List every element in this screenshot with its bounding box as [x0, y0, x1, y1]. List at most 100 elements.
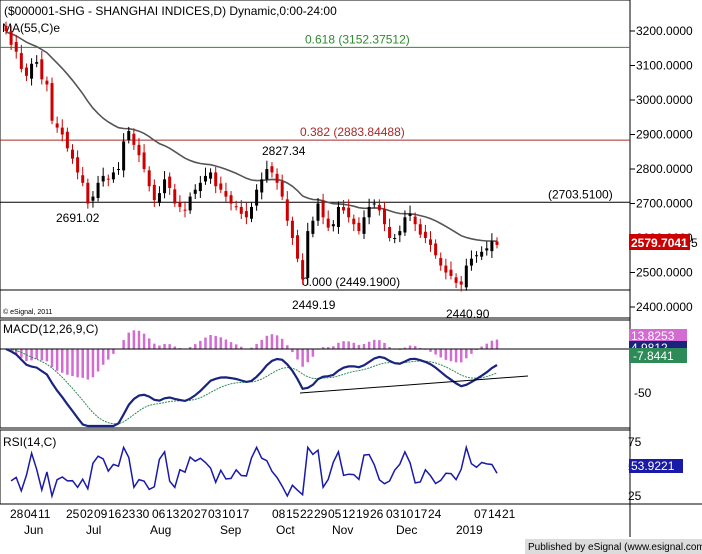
- x-day-label: 28: [10, 507, 24, 521]
- candle-body: [459, 281, 463, 285]
- ma-label: MA(55,C)e: [2, 21, 60, 35]
- candle-body: [485, 248, 489, 251]
- candle-body: [60, 127, 64, 135]
- fib-label: 0.000 (2449.1900): [302, 275, 400, 289]
- annotation-low-oct: 2449.19: [292, 298, 336, 312]
- candle-body: [219, 183, 223, 190]
- price-tick-label: 2400.0000: [636, 300, 693, 314]
- price-tick-label: 2900.0000: [636, 128, 693, 142]
- candle-body: [464, 265, 468, 288]
- candle-body: [382, 209, 386, 225]
- candle-body: [347, 207, 351, 218]
- x-day-label: 17: [236, 507, 250, 521]
- candle-body: [14, 42, 18, 52]
- candle-body: [372, 203, 376, 205]
- macd-top-tag-value: 13.8253: [631, 329, 675, 343]
- candle-body: [101, 175, 105, 182]
- candle-body: [270, 166, 274, 173]
- annotation-high: 2827.34: [262, 144, 306, 158]
- x-day-label: 10: [222, 507, 236, 521]
- candle-body: [444, 265, 448, 273]
- macd-tick-neg50: -50: [634, 386, 652, 400]
- candle-body: [117, 169, 121, 170]
- candle-body: [70, 149, 74, 159]
- x-day-label: 12: [342, 507, 356, 521]
- candles: [4, 21, 499, 292]
- rsi-tag: [629, 459, 683, 473]
- footer-publisher: Published by eSignal (www.esignal.com): [528, 542, 702, 553]
- rsi-line: [10, 444, 498, 499]
- candle-body: [439, 258, 443, 266]
- candle-body: [183, 209, 187, 211]
- candle-body: [244, 211, 248, 218]
- candle-body: [434, 243, 438, 256]
- candle-body: [331, 224, 335, 227]
- candle-body: [24, 67, 28, 76]
- x-month-label: Jun: [24, 523, 43, 537]
- x-day-label: 16: [108, 507, 122, 521]
- candle-body: [168, 176, 172, 188]
- x-month-label: Dec: [396, 523, 417, 537]
- x-day-label: 14: [488, 507, 502, 521]
- x-month-label: 2019: [456, 523, 483, 537]
- candle-body: [142, 152, 146, 169]
- x-day-label: 02: [80, 507, 94, 521]
- x-day-label: 09: [94, 507, 108, 521]
- candle-body: [311, 220, 315, 234]
- x-axis-days: 28 04 11 25 02 09 16 23 30 06 13 20 27 03 10 17 08 15 22 29…: [10, 507, 516, 521]
- candle-body: [30, 63, 34, 79]
- candle-body: [111, 172, 115, 180]
- candle-body: [275, 173, 279, 183]
- candle-body: [475, 255, 479, 257]
- candle-body: [234, 206, 238, 208]
- x-day-label: 21: [502, 507, 516, 521]
- x-day-label: 17: [414, 507, 428, 521]
- candle-body: [132, 133, 136, 145]
- candle-body: [86, 182, 90, 204]
- candle-body: [96, 182, 100, 198]
- candle-body: [454, 277, 458, 283]
- candle-body: [127, 131, 131, 141]
- x-day-label: 03: [208, 507, 222, 521]
- candle-body: [413, 216, 417, 225]
- macd-histogram: [9, 330, 499, 380]
- footer-bar: [525, 539, 702, 554]
- candle-body: [490, 241, 494, 252]
- candle-body: [280, 181, 284, 197]
- annotation-low-jan: 2440.90: [446, 307, 490, 321]
- macd-low-tag-value: -7.8441: [633, 349, 674, 363]
- candle-body: [203, 175, 207, 182]
- candle-body: [290, 220, 294, 238]
- candle-body: [336, 206, 340, 227]
- fib-label: (2703.5100): [548, 187, 613, 201]
- candle-body: [423, 231, 427, 238]
- candle-body: [193, 189, 197, 194]
- candle-body: [55, 123, 59, 128]
- candle-body: [45, 80, 49, 85]
- candle-body: [122, 141, 126, 171]
- x-day-label: 20: [180, 507, 194, 521]
- candle-body: [495, 241, 499, 245]
- candle-body: [296, 235, 300, 259]
- candle-body: [250, 206, 253, 219]
- candle-body: [76, 157, 80, 173]
- candle-body: [40, 59, 44, 80]
- candle-body: [198, 182, 202, 192]
- candle-body: [229, 195, 233, 204]
- rsi-tick-25: 25: [628, 489, 642, 503]
- macd-top-tag: [629, 329, 687, 342]
- candle-body: [306, 231, 310, 279]
- candle-body: [418, 224, 422, 235]
- price-tag: [629, 234, 690, 250]
- x-day-label: 27: [194, 507, 208, 521]
- candle-body: [157, 193, 161, 203]
- x-day-label: 26: [370, 507, 384, 521]
- candle-body: [178, 202, 182, 207]
- price-y-ticks: 3200.0000 3100.0000 3000.0000 2900.0000 2800…: [630, 24, 693, 314]
- candle-body: [362, 217, 366, 234]
- copyright: © eSignal, 2011: [3, 308, 53, 316]
- candle-body: [352, 218, 356, 225]
- candle-body: [81, 175, 85, 183]
- price-tick-label: 2800.0000: [636, 162, 693, 176]
- fib-label: 0.618 (3152.37512): [305, 32, 410, 46]
